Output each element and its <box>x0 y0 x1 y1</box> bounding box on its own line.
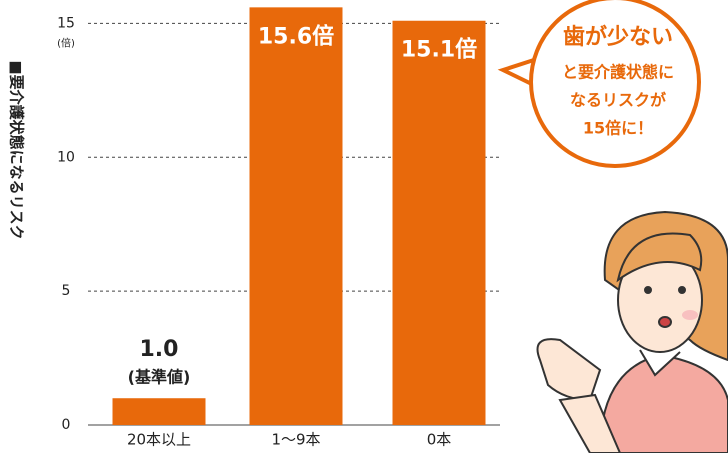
callout-line: なるリスクが <box>570 91 666 110</box>
bar <box>392 20 486 425</box>
callout-line: 歯が少ない <box>563 24 673 50</box>
callout-line: 15倍に！ <box>583 119 653 138</box>
y-tick-label: 10 <box>57 149 75 165</box>
x-tick-label: 20本以上 <box>127 431 191 449</box>
x-tick-label: 0本 <box>427 431 452 449</box>
illustration <box>536 210 728 453</box>
y-unit: (倍) <box>57 36 75 49</box>
y-tick-label: 0 <box>62 417 71 433</box>
callout-line: と要介護状態に <box>562 63 674 82</box>
y-tick-label: 5 <box>62 283 71 299</box>
callout-bubble <box>497 0 701 168</box>
x-tick-label: 1〜9本 <box>271 431 320 449</box>
bar <box>112 398 206 425</box>
value-label: 1.0 <box>140 337 179 362</box>
y-axis-title: ■要介護状態になるリスク <box>8 60 26 239</box>
value-label: 15.6倍 <box>258 23 334 49</box>
baseline-note: (基準値) <box>128 368 191 387</box>
bar <box>249 7 343 425</box>
y-tick-label: 15 <box>57 15 75 31</box>
value-label: 15.1倍 <box>401 37 477 63</box>
